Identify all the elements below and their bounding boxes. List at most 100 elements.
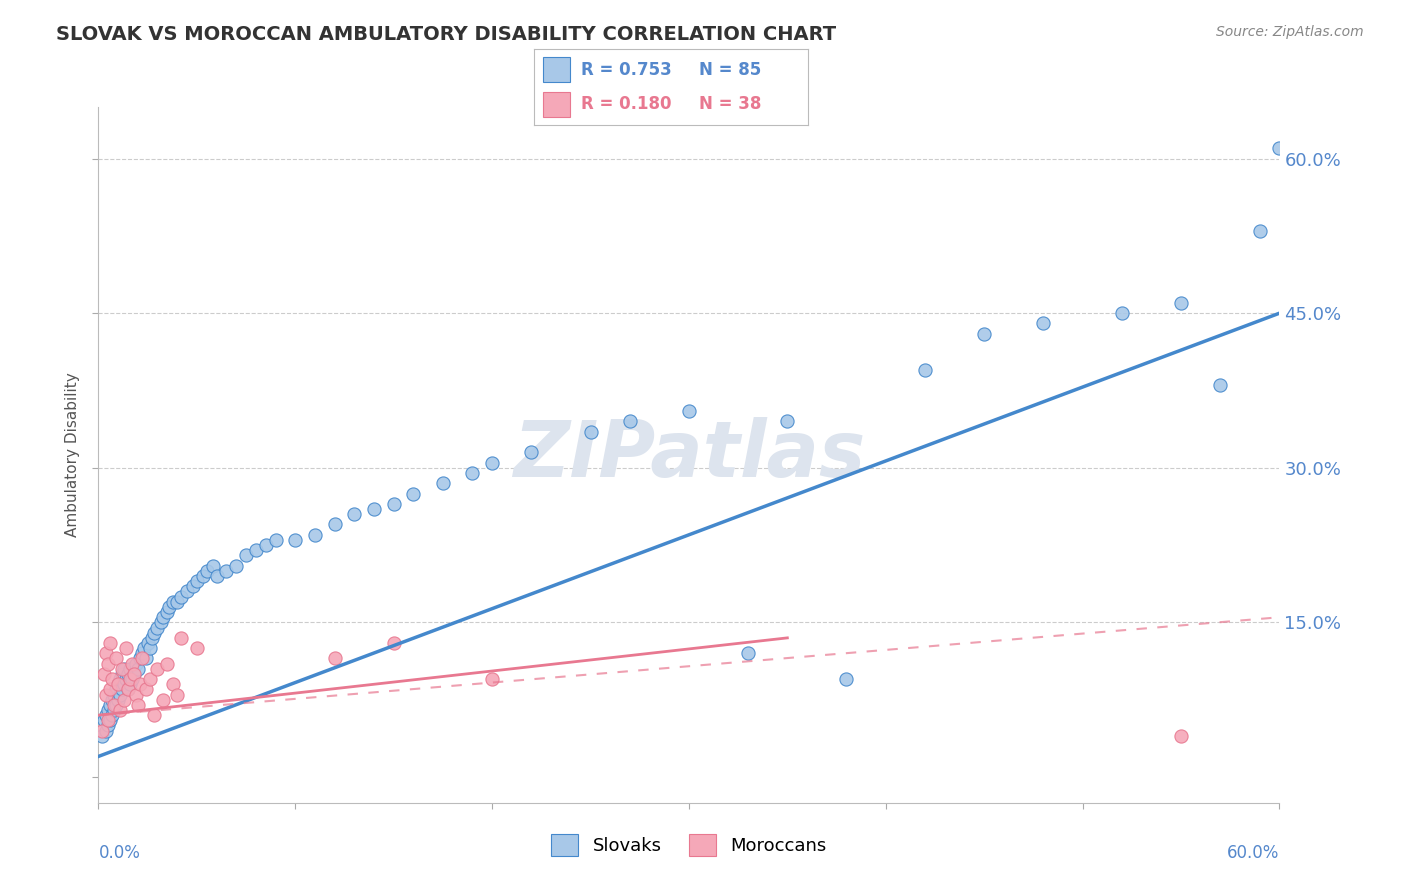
Point <box>323 651 346 665</box>
Point <box>121 657 143 671</box>
Point <box>181 579 204 593</box>
Point <box>619 414 641 428</box>
Point <box>105 698 128 712</box>
Point <box>166 688 188 702</box>
Y-axis label: Ambulatory Disability: Ambulatory Disability <box>65 373 80 537</box>
Point <box>93 714 115 728</box>
Point <box>93 667 115 681</box>
Point <box>162 677 184 691</box>
Point <box>108 672 131 686</box>
Point <box>225 558 247 573</box>
Point <box>122 667 145 681</box>
Point <box>162 595 184 609</box>
Point <box>128 677 150 691</box>
Point <box>127 698 149 712</box>
Point <box>166 595 188 609</box>
Text: SLOVAK VS MOROCCAN AMBULATORY DISABILITY CORRELATION CHART: SLOVAK VS MOROCCAN AMBULATORY DISABILITY… <box>56 25 837 44</box>
Point <box>98 636 121 650</box>
Point <box>138 641 160 656</box>
Point <box>146 621 169 635</box>
Point <box>115 672 138 686</box>
Text: 0.0%: 0.0% <box>98 844 141 862</box>
Point <box>520 445 543 459</box>
Point <box>112 677 135 691</box>
Point <box>186 574 208 589</box>
Point <box>150 615 173 630</box>
Point <box>96 708 118 723</box>
Point <box>186 641 208 656</box>
Point <box>1170 296 1192 310</box>
Point <box>176 584 198 599</box>
Point <box>97 714 120 728</box>
Point <box>108 703 131 717</box>
Text: R = 0.180: R = 0.180 <box>581 95 672 113</box>
Point <box>363 502 385 516</box>
Point <box>118 662 141 676</box>
Point <box>973 326 995 341</box>
Point <box>97 703 120 717</box>
FancyBboxPatch shape <box>543 57 569 82</box>
Point <box>156 605 179 619</box>
Point <box>156 657 179 671</box>
Point <box>579 425 602 439</box>
Point <box>1032 317 1054 331</box>
Point <box>245 543 267 558</box>
Point <box>122 667 145 681</box>
Point <box>264 533 287 547</box>
Point <box>146 662 169 676</box>
Point <box>107 677 129 691</box>
Point <box>128 651 150 665</box>
Text: Source: ZipAtlas.com: Source: ZipAtlas.com <box>1216 25 1364 39</box>
Point <box>138 672 160 686</box>
Legend: Slovaks, Moroccans: Slovaks, Moroccans <box>544 827 834 863</box>
Point <box>97 657 120 671</box>
Point <box>382 497 405 511</box>
Point <box>170 631 193 645</box>
Point <box>402 486 425 500</box>
Point <box>1209 378 1232 392</box>
Point <box>117 682 139 697</box>
Point <box>97 718 120 732</box>
Point <box>191 569 214 583</box>
Point <box>195 564 218 578</box>
Point <box>98 698 121 712</box>
Text: 60.0%: 60.0% <box>1227 844 1279 862</box>
Point <box>131 646 153 660</box>
Point <box>101 672 124 686</box>
Point <box>107 677 129 691</box>
FancyBboxPatch shape <box>543 92 569 118</box>
Point <box>96 723 118 738</box>
Point <box>118 672 141 686</box>
Point <box>201 558 224 573</box>
Text: N = 38: N = 38 <box>699 95 761 113</box>
Point <box>98 714 121 728</box>
Point <box>215 564 238 578</box>
Point <box>170 590 193 604</box>
Point <box>107 692 129 706</box>
Point <box>125 657 148 671</box>
Point <box>125 688 148 702</box>
Point <box>141 631 163 645</box>
Point <box>112 662 135 676</box>
Point <box>103 688 125 702</box>
Point <box>121 672 143 686</box>
Point <box>481 456 503 470</box>
Point <box>1268 141 1291 155</box>
Point <box>112 692 135 706</box>
Point <box>111 662 134 676</box>
Point <box>323 517 346 532</box>
Point <box>131 651 153 665</box>
Point <box>105 651 128 665</box>
Point <box>678 404 700 418</box>
Point <box>135 682 157 697</box>
Point <box>284 533 307 547</box>
Text: ZIPatlas: ZIPatlas <box>513 417 865 493</box>
Point <box>136 636 159 650</box>
Point <box>152 692 174 706</box>
Point <box>1111 306 1133 320</box>
Point <box>157 599 180 614</box>
Point <box>382 636 405 650</box>
Point <box>108 688 131 702</box>
Point <box>737 646 759 660</box>
Point <box>105 682 128 697</box>
